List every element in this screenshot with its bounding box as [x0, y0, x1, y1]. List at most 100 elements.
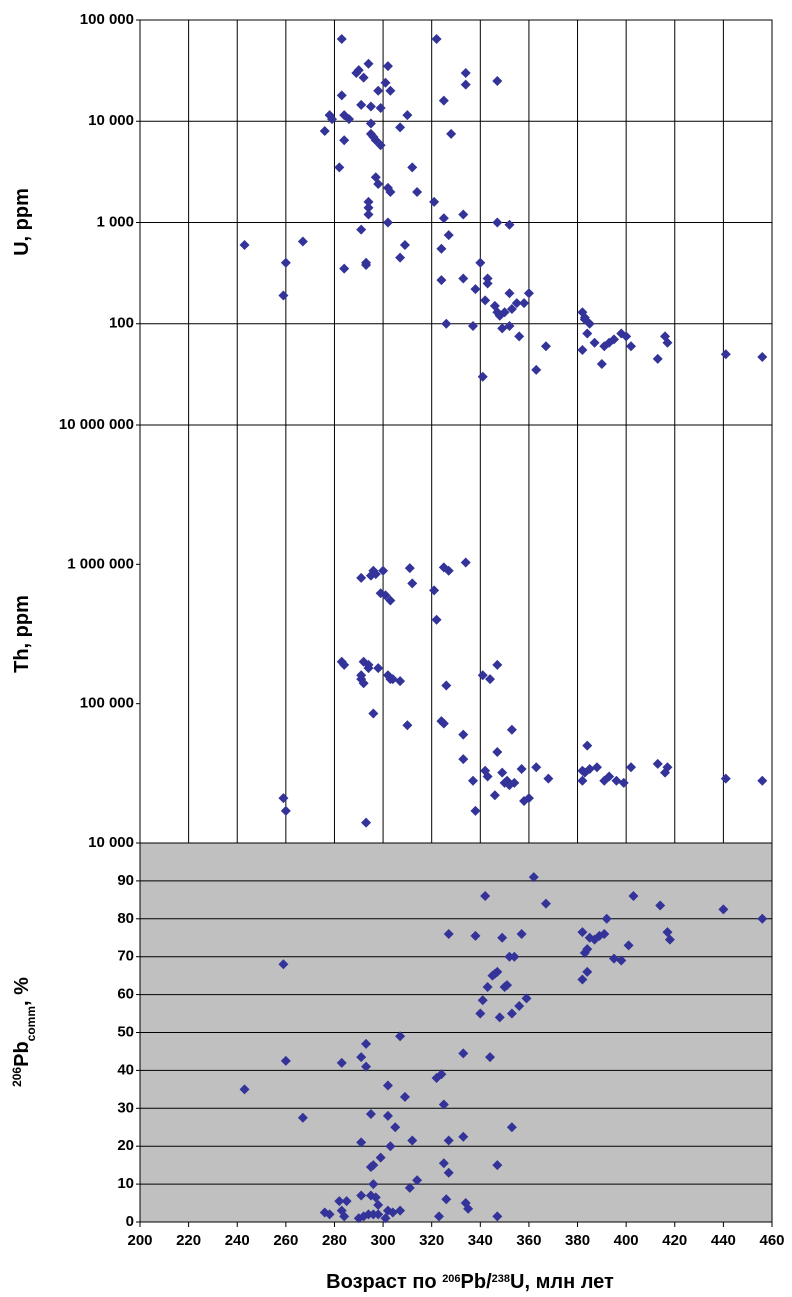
data-point: [387, 674, 398, 685]
y-axis-label: Th, ppm: [11, 595, 33, 673]
data-point: [433, 1211, 444, 1222]
data-point: [373, 1209, 384, 1220]
data-point: [239, 1084, 250, 1095]
y-tick-label: 100 000: [80, 11, 134, 28]
data-point: [431, 33, 442, 44]
data-point: [655, 900, 666, 911]
data-point: [280, 1055, 291, 1066]
data-point: [460, 79, 471, 90]
x-tick-label: 220: [176, 1232, 201, 1249]
x-tick-label: 300: [371, 1232, 396, 1249]
data-point: [280, 805, 291, 816]
data-point: [441, 1194, 452, 1205]
data-point: [363, 58, 374, 69]
data-point: [516, 928, 527, 939]
y-tick-label: 20: [117, 1137, 134, 1154]
data-point: [514, 331, 525, 342]
y-tick-label: 70: [117, 948, 134, 965]
data-point: [463, 1203, 474, 1214]
data-point: [407, 1135, 418, 1146]
data-point: [385, 595, 396, 606]
x-tick-label: 260: [273, 1232, 298, 1249]
data-point: [436, 275, 447, 286]
data-point: [499, 307, 510, 318]
data-point: [509, 777, 520, 788]
data-point: [380, 77, 391, 88]
data-point: [475, 1008, 486, 1019]
data-point: [468, 321, 479, 332]
data-point: [492, 217, 503, 228]
data-point: [621, 331, 632, 342]
data-point: [341, 1196, 352, 1207]
x-axis-label: Возраст по 206Pb/238U, млн лет: [326, 1271, 614, 1293]
data-point: [395, 1031, 406, 1042]
data-point: [720, 773, 731, 784]
data-point: [385, 85, 396, 96]
data-point: [358, 72, 369, 83]
x-axis-label-mid: Pb/: [461, 1271, 493, 1293]
data-point: [361, 260, 372, 271]
x-tick-label: 240: [225, 1232, 250, 1249]
data-point: [591, 762, 602, 773]
data-point: [470, 805, 481, 816]
data-point: [368, 1179, 379, 1190]
data-point: [382, 61, 393, 72]
data-point: [519, 298, 530, 309]
data-point: [626, 762, 637, 773]
data-point: [601, 913, 612, 924]
data-point: [365, 1108, 376, 1119]
data-point: [356, 572, 367, 583]
x-tick-label: 340: [468, 1232, 493, 1249]
data-point: [363, 196, 374, 207]
data-point: [334, 1196, 345, 1207]
data-point: [382, 1110, 393, 1121]
data-point: [582, 966, 593, 977]
data-point: [543, 773, 554, 784]
data-point: [521, 993, 532, 1004]
data-point: [361, 1038, 372, 1049]
data-point: [531, 762, 542, 773]
data-point: [492, 746, 503, 757]
data-point: [458, 209, 469, 220]
x-axis-label-sup: 206: [442, 1273, 460, 1285]
x-tick-label: 460: [759, 1232, 784, 1249]
data-point: [470, 284, 481, 295]
data-point: [356, 1052, 367, 1063]
data-point: [334, 162, 345, 173]
data-point: [480, 891, 491, 902]
data-point: [438, 718, 449, 729]
data-point: [492, 1211, 503, 1222]
data-point: [390, 1122, 401, 1133]
data-point: [477, 371, 488, 382]
data-point: [458, 729, 469, 740]
data-point: [628, 891, 639, 902]
y-tick-label: 50: [117, 1023, 134, 1040]
data-point: [482, 982, 493, 993]
data-point: [324, 1209, 335, 1220]
data-point: [599, 928, 610, 939]
data-point: [385, 1141, 396, 1152]
y-tick-label: 10: [117, 1175, 134, 1192]
y-tick-label: 30: [117, 1099, 134, 1116]
data-point: [336, 1057, 347, 1068]
data-point: [443, 1135, 454, 1146]
data-point: [373, 85, 384, 96]
data-point: [652, 758, 663, 769]
y-tick-label: 90: [117, 872, 134, 889]
data-point: [482, 771, 493, 782]
data-point: [489, 790, 500, 801]
y-axis-label-main: Pb: [11, 1041, 33, 1067]
data-point: [441, 680, 452, 691]
data-point: [504, 219, 515, 230]
data-point: [280, 257, 291, 268]
data-point: [582, 740, 593, 751]
data-point: [339, 659, 350, 670]
data-point: [365, 118, 376, 129]
data-point: [584, 318, 595, 329]
data-point: [278, 290, 289, 301]
data-point: [438, 95, 449, 106]
data-point: [363, 663, 374, 674]
data-point: [662, 337, 673, 348]
data-point: [516, 763, 527, 774]
data-point: [494, 1012, 505, 1023]
